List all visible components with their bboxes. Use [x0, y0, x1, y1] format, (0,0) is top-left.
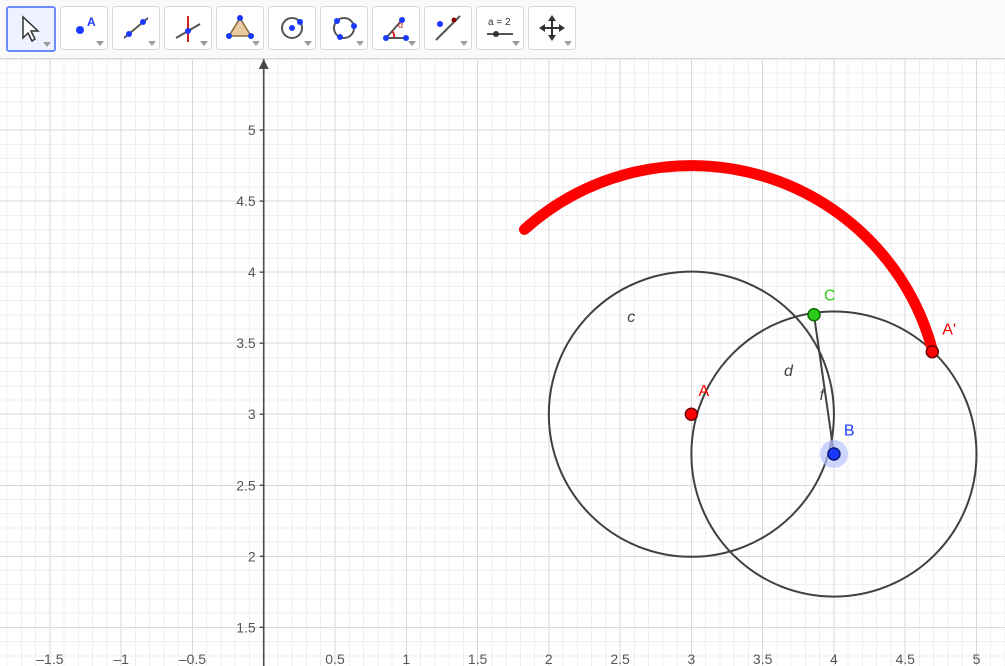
x-tick-label: 4.5	[895, 651, 915, 666]
point-A'[interactable]	[926, 346, 938, 358]
toolbar: A α a = 2	[0, 0, 1005, 59]
tool-point[interactable]: A	[60, 6, 108, 50]
x-tick-label: 2.5	[610, 651, 630, 666]
x-tick-label: 4	[830, 651, 838, 666]
y-tick-label: 2.5	[236, 477, 256, 493]
x-tick-label: –0.5	[179, 651, 206, 666]
circle-center-icon	[274, 12, 310, 44]
y-tick-label: 4	[248, 264, 256, 280]
x-tick-label: –1.5	[36, 651, 63, 666]
slider-label: a = 2	[488, 17, 511, 28]
point-label-B: B	[844, 423, 855, 440]
tool-reflect[interactable]	[424, 6, 472, 50]
y-tick-label: 4.5	[236, 193, 256, 209]
x-tick-label: 3.5	[753, 651, 773, 666]
move-view-icon	[534, 12, 570, 44]
tool-perpendicular[interactable]	[164, 6, 212, 50]
y-tick-label: 5	[248, 122, 256, 138]
point-C[interactable]	[808, 309, 820, 321]
x-tick-label: –1	[113, 651, 129, 666]
y-tick-label: 3	[248, 406, 256, 422]
y-tick-label: 3.5	[236, 335, 256, 351]
tool-slider[interactable]: a = 2	[476, 6, 524, 50]
svg-text:A: A	[87, 15, 96, 29]
y-tick-label: 1.5	[236, 619, 256, 635]
cursor-icon	[13, 13, 49, 45]
tool-circle-3pts[interactable]	[320, 6, 368, 50]
point-label-C: C	[824, 288, 836, 305]
slider-icon: a = 2	[482, 12, 518, 44]
point-label-A: A	[699, 383, 710, 400]
reflect-icon	[430, 12, 466, 44]
x-tick-label: 0.5	[325, 651, 345, 666]
tool-move-view[interactable]	[528, 6, 576, 50]
x-tick-label: 5	[973, 651, 981, 666]
circle-3pts-icon	[326, 12, 362, 44]
graphics-view[interactable]: 1.5 2 2.5 3 3.5 4 4.5 5 –1.5 –1 –0.5 0.5 1 1.5 2 2.5 3 3.…	[0, 59, 1005, 666]
y-tick-label: 2	[248, 548, 256, 564]
label-c: c	[627, 309, 635, 326]
canvas-svg: 1.5 2 2.5 3 3.5 4 4.5 5 –1.5 –1 –0.5 0.5 1 1.5 2 2.5 3 3.…	[0, 59, 1005, 666]
point-label-A': A'	[942, 322, 956, 339]
tool-move[interactable]	[6, 6, 56, 52]
point-icon: A	[66, 12, 102, 44]
angle-icon: α	[378, 12, 414, 44]
tool-polygon[interactable]	[216, 6, 264, 50]
point-A[interactable]	[685, 408, 697, 420]
tool-line[interactable]	[112, 6, 160, 50]
line-icon	[118, 12, 154, 44]
x-tick-label: 1.5	[468, 651, 488, 666]
x-tick-label: 3	[687, 651, 695, 666]
x-tick-label: 2	[545, 651, 553, 666]
tool-circle-center[interactable]	[268, 6, 316, 50]
perpendicular-icon	[170, 12, 206, 44]
polygon-icon	[222, 12, 258, 44]
label-d: d	[784, 363, 794, 380]
tool-angle[interactable]: α	[372, 6, 420, 50]
point-B[interactable]	[828, 448, 840, 460]
x-tick-label: 1	[402, 651, 410, 666]
